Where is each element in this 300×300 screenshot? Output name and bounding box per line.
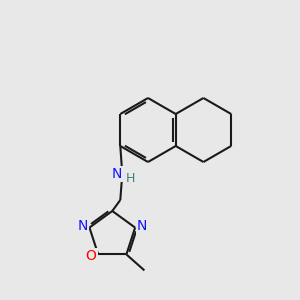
Text: N: N bbox=[137, 219, 147, 232]
Text: O: O bbox=[86, 249, 97, 263]
Text: H: H bbox=[126, 172, 135, 184]
Text: N: N bbox=[77, 219, 88, 232]
Text: N: N bbox=[112, 167, 122, 181]
